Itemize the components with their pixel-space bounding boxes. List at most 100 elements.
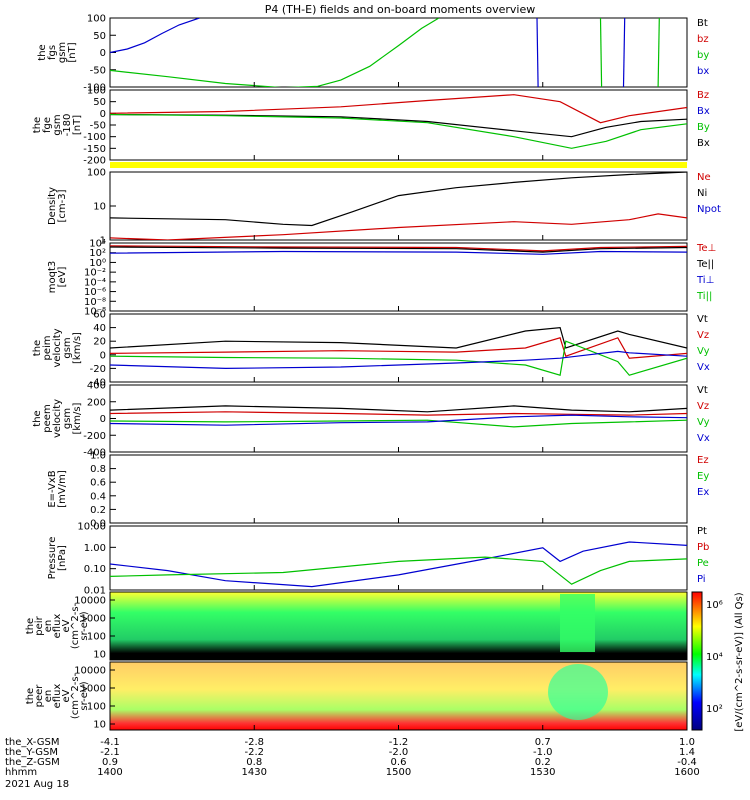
series-fgs-4 <box>599 18 603 87</box>
series-density-1 <box>110 213 687 240</box>
footer-value: 0.2 <box>535 757 551 768</box>
panel-peem-ylabel: peem <box>42 404 53 432</box>
panel-fge-ytick-label: -150 <box>83 144 106 155</box>
panel-fge-ylabel: fge <box>42 117 53 133</box>
colorbar-tick-label: 10⁶ <box>706 600 723 611</box>
legend-peim-vx: Vx <box>697 362 710 373</box>
panel-moqt3-ytick-label: 10⁻⁸ <box>84 297 106 308</box>
spectrogram-peer-ylabel: the <box>25 688 36 704</box>
spectrogram-peer-ytick-label: 1000 <box>81 684 106 695</box>
series-pressure-0 <box>110 541 687 588</box>
legend-peem-vt: Vt <box>697 385 708 396</box>
panel-peim-ylabel: [km/s] <box>72 332 83 364</box>
panel-fge-ylabel: [nT] <box>72 115 83 135</box>
spectrogram-peer-ylabel: sr-eV) <box>79 681 90 710</box>
panel-fgs-ytick-label: 100 <box>87 14 106 25</box>
series-fgs-1 <box>536 18 539 87</box>
panel-fge-frame <box>109 89 688 161</box>
panel-peim-ylabel: gsm <box>62 337 73 358</box>
legend-fge-bx: Bx <box>697 106 710 117</box>
series-fgs-2 <box>622 18 626 87</box>
panel-peim-ylabel: peim <box>42 335 53 360</box>
legend-density-ni: Ni <box>697 188 707 199</box>
panel-peim-ytick-label: 40 <box>93 323 106 334</box>
footer-value: 1.0 <box>679 737 695 748</box>
panel-peem-ylabel: [km/s] <box>72 402 83 434</box>
panel-peim-frame <box>109 313 688 383</box>
panel-fgs-ylabel: fgs <box>47 45 58 60</box>
footer-label: the_Z-GSM <box>5 757 60 768</box>
panel-peim-ytick-label: 0 <box>100 350 106 361</box>
panel-peem-ytick-label: 0 <box>100 414 106 425</box>
panel-moqt3-ylabel: moqt3 <box>47 261 58 294</box>
series-peim-2 <box>110 340 687 376</box>
panel-moqt3-ylabel: [eV] <box>57 267 68 288</box>
legend-density-ne: Ne <box>697 172 711 183</box>
panel-fgs-ytick-label: -100 <box>83 83 106 94</box>
series-peim-1 <box>110 337 687 359</box>
panel-peim-ytick-label: 60 <box>93 310 106 321</box>
panel-peem: 400 200 0 -200 -400 the peem velocity gsm [km/s] V… <box>32 381 710 459</box>
legend-peem-vz: Vz <box>697 401 709 412</box>
legend-efield-ex: Ex <box>697 487 709 498</box>
spectrogram-peir-ylabel: sr-eV) <box>79 611 90 640</box>
footer-value: -2.0 <box>389 747 409 758</box>
panel-moqt3-ytick-label: 10⁴ <box>89 239 106 250</box>
series-density-0 <box>110 172 687 227</box>
series-moqt3-2 <box>110 250 687 255</box>
series-peem-3 <box>110 414 687 426</box>
legend-efield-ez: Ez <box>697 455 709 466</box>
colorbar-label: [eV/(cm^2-s-sr-eV)] (All Qs) <box>734 592 745 731</box>
panel-fge-ytick-label: 100 <box>87 86 106 97</box>
series-peem-1 <box>110 411 687 416</box>
panel-moqt3-ytick-label: 10² <box>89 248 106 259</box>
panel-moqt3-frame <box>109 242 688 312</box>
panel-moqt3-ytick-label: 10⁻⁸ <box>84 307 106 318</box>
spectrogram-peir-ylabel: (cm^2-s- <box>70 602 81 649</box>
footer-value: 0.9 <box>102 757 118 768</box>
footer-value: 1.4 <box>679 747 695 758</box>
colorbar-tick-label: 10² <box>706 704 723 715</box>
legend-moqt3-te||: Te|| <box>696 259 714 270</box>
panel-peim-ytick-label: 20 <box>93 337 106 348</box>
panel-moqt3-ytick-label: 10⁰ <box>89 258 106 269</box>
panel-density-frame <box>109 171 688 241</box>
panel-fgs-ytick-label: 0 <box>100 48 106 59</box>
legend-moqt3-te⊥: Te⊥ <box>696 243 716 254</box>
footer-value: 0.6 <box>391 757 407 768</box>
series-fge-2 <box>110 113 687 149</box>
spectrogram-peer-ylabel: (cm^2-s- <box>70 672 81 719</box>
legend-pressure-pt: Pt <box>697 526 707 537</box>
legend-efield-ey: Ey <box>697 471 709 482</box>
footer-value: -2.8 <box>244 737 264 748</box>
panel-peim: 60 40 20 0 -20 -40 the peim velocity gsm [km/s] Vt V… <box>32 310 710 389</box>
panel-peem-ylabel: gsm <box>62 408 73 429</box>
panel-fgs-ylabel: the <box>37 44 48 60</box>
panel-moqt3-ytick-label: 10⁻⁴ <box>84 277 106 288</box>
panel-efield-frame <box>109 454 688 524</box>
panel-moqt3-ytick-label: 10⁻² <box>84 268 106 279</box>
spectrogram-peir: 10000 1000 100 10 thepeirenefluxeV(cm^2-s-sr… <box>25 591 688 661</box>
legend-fgs-bx: bx <box>697 66 709 77</box>
footer-value: -4.1 <box>100 737 120 748</box>
footer-value: -1.0 <box>533 747 553 758</box>
colorbar-tick-label: 10⁴ <box>706 652 723 663</box>
panel-fge-ytick-label: 0 <box>100 109 106 120</box>
footer-value: 1400 <box>97 767 122 778</box>
legend-fge-bz: Bz <box>697 90 709 101</box>
footer-value: 1430 <box>242 767 267 778</box>
spectrogram-peer-ytick-label: 100 <box>87 702 106 713</box>
footer-value: -2.2 <box>244 747 264 758</box>
panel-peim-ytick-label: -20 <box>90 364 106 375</box>
panel-peem-ytick-label: 200 <box>87 397 106 408</box>
panel-peem-frame <box>109 384 688 453</box>
panel-peim-ytick-label: -40 <box>90 378 106 389</box>
panel-peem-ytick-label: 400 <box>87 381 106 392</box>
panel-fgs: 100 50 0 -50 -100 the fgs gsm [nT] Bt bz by bx <box>37 14 709 94</box>
panel-efield-ytick-label: 0.8 <box>90 464 106 475</box>
panel-fgs-ylabel: [nT] <box>67 42 78 62</box>
spectrogram-peir-ylabel: peir <box>34 615 45 635</box>
footer-label: hhmm <box>5 767 37 778</box>
